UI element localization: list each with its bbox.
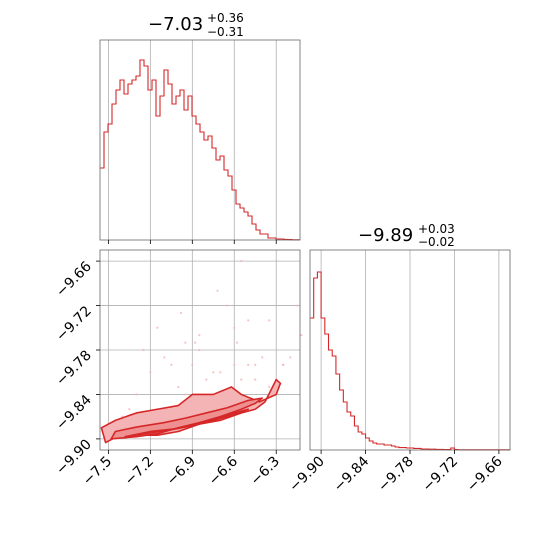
scatter-point (240, 378, 243, 381)
scatter-point (184, 393, 187, 396)
right-title-sub: −0.02 (418, 235, 455, 249)
scatter-point (180, 311, 183, 315)
scatter-point (254, 363, 257, 366)
x-tick-label: −9.84 (331, 453, 373, 495)
y-tick-label: −9.84 (53, 392, 95, 434)
scatter-point (205, 378, 208, 381)
axes-frame (99, 39, 301, 241)
scatter-point (194, 341, 197, 344)
contour-level (124, 408, 250, 438)
scatter-point (163, 356, 166, 359)
scatter-point (261, 356, 264, 359)
scatter-point (142, 348, 145, 352)
x-tick-label: −6.3 (248, 454, 283, 489)
scatter-point (226, 304, 229, 307)
scatter-point (268, 385, 271, 389)
y-tick-label: −9.66 (53, 259, 95, 301)
x-tick-label: −9.90 (286, 454, 328, 496)
x-tick-label: −9.78 (375, 454, 417, 496)
x-tick-label: −7.2 (122, 454, 157, 489)
scatter-point (128, 408, 131, 411)
scatter-point (247, 363, 250, 366)
y-tick-label: −9.72 (53, 303, 95, 345)
x-tick-label: −7.5 (80, 454, 115, 489)
x-tick-label: −6.6 (206, 453, 241, 488)
scatter-point (296, 304, 299, 307)
histogram-step-line (100, 59, 300, 241)
histogram-panel-right: −9.90 −9.84 −9.78 −9.72 −9.66 (286, 249, 511, 496)
scatter-point (235, 341, 239, 344)
scatter-point (198, 348, 201, 352)
scatter-point (300, 334, 303, 337)
scatter-point (289, 356, 292, 359)
top-title-sup: +0.36 (207, 11, 244, 25)
scatter-point (177, 385, 180, 389)
top-title-main: −7.03 (148, 14, 203, 35)
scatter-point (233, 363, 236, 366)
scatter-point (219, 371, 222, 374)
scatter-point (282, 363, 285, 366)
scatter-point (191, 363, 194, 366)
scatter-point (240, 260, 243, 263)
scatter-point (247, 319, 250, 322)
scatter-point (233, 326, 236, 329)
scatter-point (268, 319, 271, 322)
histogram-panel-top (99, 39, 301, 244)
scatter-point (135, 393, 138, 396)
scatter-point (149, 371, 152, 374)
x-tick-label: −9.66 (464, 453, 506, 495)
right-title-sup: +0.03 (418, 222, 455, 236)
scatter-point (254, 378, 257, 381)
scatter-panel: −7.5 −7.2 −6.9 −6.6 −6.3 −9.66−9.72−9.78−9.84… (53, 249, 303, 489)
scatter-point (198, 334, 201, 337)
x-tick-label: −6.9 (164, 454, 199, 489)
scatter-point (170, 363, 173, 366)
scatter-point (184, 341, 187, 344)
right-title-main: −9.89 (358, 225, 413, 246)
y-tick-label: −9.78 (53, 348, 95, 390)
scatter-point (156, 326, 159, 329)
top-title-sub: −0.31 (207, 25, 244, 39)
scatter-point (216, 289, 219, 292)
scatter-point (212, 371, 215, 374)
x-tick-label: −9.72 (420, 454, 462, 496)
